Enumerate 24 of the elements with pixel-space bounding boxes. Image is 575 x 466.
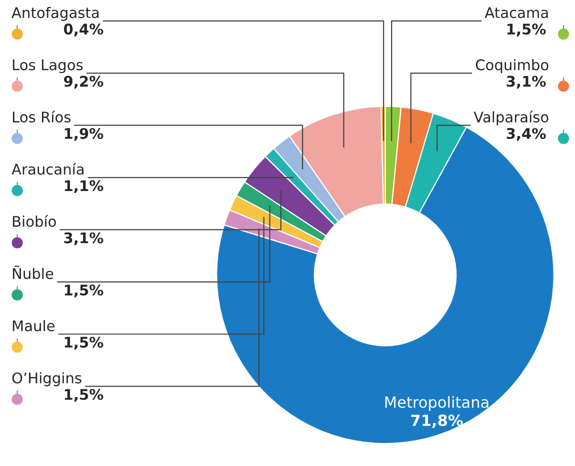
slice-label: Metropolitana [385, 396, 488, 411]
slice-label: Biobío [12, 215, 56, 227]
slice-label: Atacama [484, 7, 548, 18]
slice-label: Maule [12, 320, 55, 332]
slice-label: Los Ríos [12, 110, 71, 123]
data-label: 1,5% [64, 336, 104, 350]
data-label: 1,9% [64, 128, 104, 141]
slice-label: Los Lagos [12, 59, 83, 74]
data-label: 1,5% [64, 388, 104, 402]
data-label: 71,8% [411, 414, 463, 428]
data-label: 3,1% [64, 232, 104, 246]
data-label: 1,5% [64, 284, 104, 298]
slice-label: Coquimbo [476, 59, 548, 74]
data-label: 3,4% [506, 128, 546, 141]
slice-label: Antofagasta [12, 6, 99, 21]
data-label: 1,5% [507, 24, 546, 36]
data-label: 3,1% [506, 76, 546, 89]
slice-label: Ñuble [12, 266, 54, 280]
data-label: 1,1% [64, 180, 104, 194]
slice-label: Valparaíso [474, 110, 548, 126]
slice-label: Araucanía [12, 162, 84, 175]
data-label: 0,4% [64, 24, 104, 36]
slice-label: O’Higgins [12, 372, 82, 386]
data-label: 9,2% [64, 76, 104, 89]
